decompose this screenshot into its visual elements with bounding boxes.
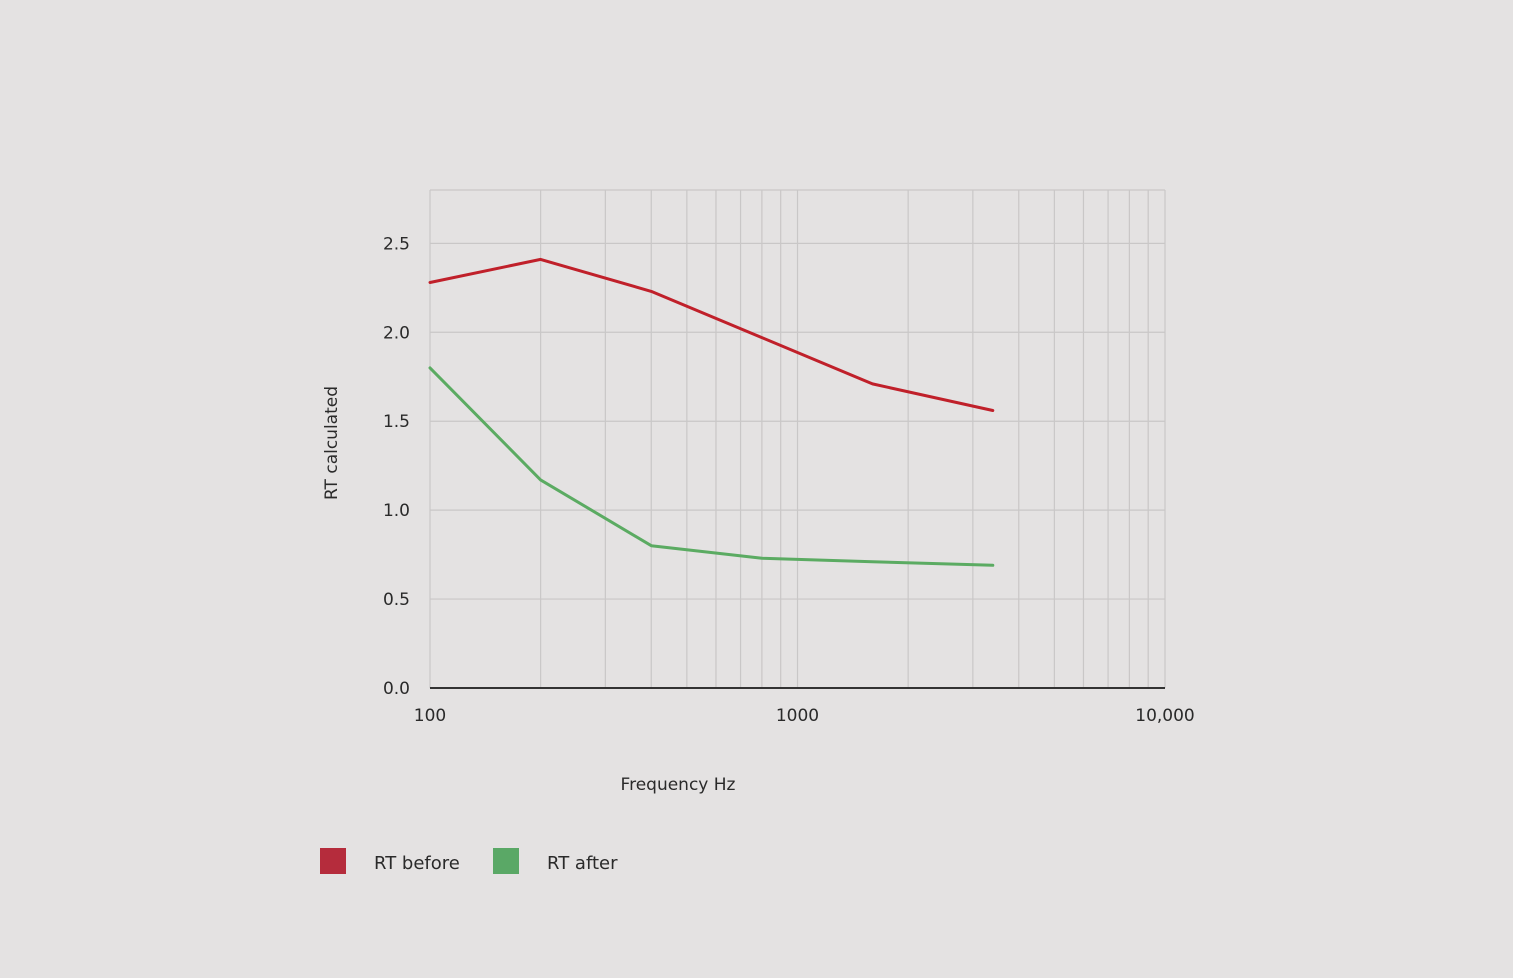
legend-swatch xyxy=(493,848,519,874)
x-tick-label: 1000 xyxy=(776,706,819,726)
y-axis-label: RT calculated xyxy=(322,386,342,500)
grid xyxy=(429,189,1166,688)
legend-swatch xyxy=(320,848,346,874)
y-tick-label: 2.0 xyxy=(383,323,410,343)
y-tick-label: 0.5 xyxy=(383,590,410,610)
tick-labels: 0.0 0.5 1.0 1.5 2.0 2.5 100 1000 10,000 xyxy=(383,234,1195,726)
legend-label: RT before xyxy=(374,853,460,874)
y-tick-label: 0.0 xyxy=(383,679,410,699)
series-lines xyxy=(428,257,995,567)
y-tick-label: 1.0 xyxy=(383,501,410,521)
series-line xyxy=(428,366,995,567)
series-line xyxy=(428,257,995,412)
x-axis-label: Frequency Hz xyxy=(621,775,736,795)
y-tick-label: 1.5 xyxy=(383,412,410,432)
x-tick-label: 100 xyxy=(414,706,446,726)
legend: RT before RT after xyxy=(320,848,618,874)
legend-label: RT after xyxy=(547,853,618,874)
y-tick-label: 2.5 xyxy=(383,234,410,254)
x-tick-label: 10,000 xyxy=(1135,706,1194,726)
